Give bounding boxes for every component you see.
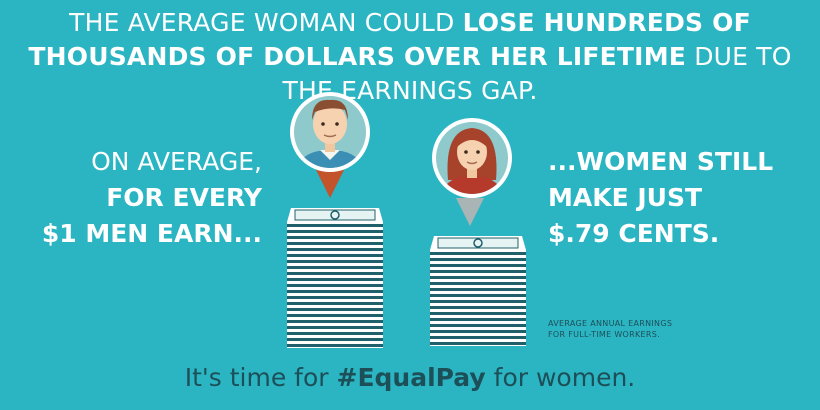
- tagline-hashtag: #EqualPay: [336, 363, 486, 392]
- footnote: AVERAGE ANNUAL EARNINGS FOR FULL-TIME WO…: [548, 318, 672, 340]
- footnote-line1: AVERAGE ANNUAL EARNINGS: [548, 319, 673, 328]
- tagline: It's time for #EqualPay for women.: [0, 362, 820, 394]
- right-line1: ...WOMEN STILL: [548, 147, 774, 176]
- headline-bold: LOSE HUNDREDS OF THOUSANDS OF DOLLARS OV…: [28, 8, 751, 71]
- left-line1: ON AVERAGE,: [91, 147, 262, 176]
- right-statement: ...WOMEN STILL MAKE JUST $.79 CENTS.: [548, 144, 773, 252]
- left-statement: ON AVERAGE, FOR EVERY $1 MEN EARN...: [42, 144, 262, 252]
- left-line2: FOR EVERY: [106, 183, 262, 212]
- headline-part1: THE AVERAGE WOMAN COULD: [69, 8, 463, 37]
- right-line3: $.79 CENTS.: [548, 219, 720, 248]
- tagline-part2: for women.: [485, 363, 636, 392]
- man-avatar-icon: [290, 92, 370, 198]
- money-stack-icon: [430, 236, 526, 346]
- tagline-part1: It's time for: [184, 363, 337, 392]
- right-line2: MAKE JUST: [548, 183, 703, 212]
- footnote-line2: FOR FULL-TIME WORKERS.: [548, 330, 660, 339]
- woman-avatar-icon: [432, 118, 512, 226]
- money-stack-icon: [287, 208, 383, 348]
- left-line3: $1 MEN EARN...: [41, 219, 262, 248]
